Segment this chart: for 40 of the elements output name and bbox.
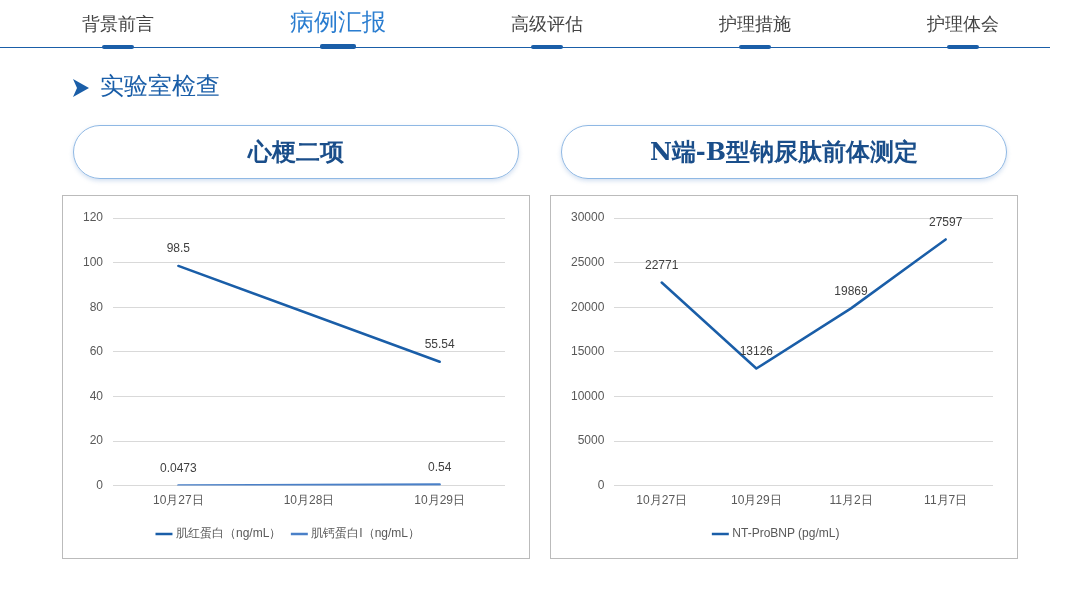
y-tick-label: 15000	[570, 344, 605, 359]
legend-label: 肌钙蛋白I（ng/mL）	[311, 526, 421, 541]
x-tick-label: 10月27日	[636, 493, 688, 508]
y-tick-label: 0	[96, 477, 104, 492]
y-tick-label: 20000	[570, 299, 605, 314]
y-tick-label: 100	[82, 254, 104, 269]
text: 高级评估	[511, 12, 583, 36]
y-tick-label: 10000	[570, 388, 605, 403]
data-label: 98.5	[166, 241, 191, 256]
x-tick-label: 11月7日	[924, 493, 968, 508]
data-label: 0.0473	[160, 460, 198, 475]
legend-label: 肌红蛋白（ng/mL）	[175, 526, 282, 541]
data-label: 19869	[834, 283, 869, 298]
x-tick-label: 10月29日	[731, 493, 782, 508]
text: 护理体会	[927, 12, 999, 36]
x-tick-label: 10月27日	[153, 493, 204, 508]
text: 护理措施	[719, 12, 791, 36]
text: 背景前言	[82, 12, 154, 36]
chart-title: N端-B型钠尿肽前体测定	[561, 125, 1007, 179]
x-tick-label: 11月2日	[829, 493, 873, 508]
x-tick-label: 10月29日	[414, 493, 466, 508]
data-label: 55.54	[424, 337, 456, 352]
y-tick-label: 0	[597, 477, 605, 492]
y-tick-label: 120	[82, 210, 104, 225]
data-label: 0.54	[427, 459, 452, 474]
x-tick-label: 10月28日	[283, 493, 335, 508]
data-label: 13126	[739, 343, 774, 358]
y-tick-label: 20	[89, 433, 104, 448]
legend-label: NT-ProBNP (pg/mL)	[732, 526, 840, 541]
y-tick-label: 80	[89, 299, 104, 314]
y-tick-label: 5000	[577, 433, 605, 448]
data-label: 22771	[645, 257, 679, 272]
text: 病例汇报	[290, 7, 386, 38]
y-tick-label: 60	[89, 344, 104, 359]
y-tick-label: 40	[89, 388, 104, 403]
text: 实验室检查	[100, 72, 220, 100]
chart-title: 心梗二项	[73, 125, 519, 179]
data-label: 27597	[928, 214, 963, 229]
y-tick-label: 30000	[570, 210, 605, 225]
y-tick-label: 25000	[570, 254, 605, 269]
